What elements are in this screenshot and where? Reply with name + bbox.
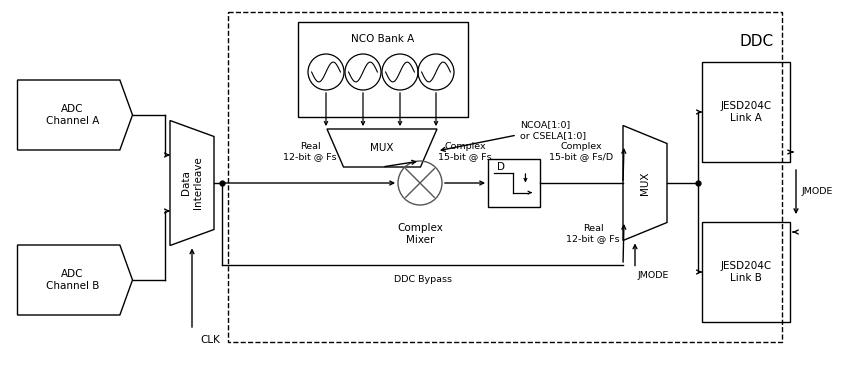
Text: Real
12-bit @ Fs: Real 12-bit @ Fs: [566, 224, 620, 243]
Text: Complex
Mixer: Complex Mixer: [397, 223, 443, 244]
Text: ADC
Channel B: ADC Channel B: [46, 269, 99, 291]
Text: ADC
Channel A: ADC Channel A: [46, 104, 99, 126]
Text: JMODE: JMODE: [802, 187, 833, 197]
Text: Real
12-bit @ Fs: Real 12-bit @ Fs: [283, 142, 337, 161]
Text: MUX: MUX: [640, 171, 650, 195]
Bar: [298, 22, 468, 117]
Bar: [702, 222, 790, 322]
Text: Data
Interleave: Data Interleave: [181, 157, 203, 209]
Text: DDC Bypass: DDC Bypass: [393, 275, 452, 284]
Bar: [228, 12, 782, 342]
Text: D: D: [497, 163, 505, 172]
Bar: [488, 159, 540, 207]
Text: Complex
15-bit @ Fs: Complex 15-bit @ Fs: [438, 142, 492, 161]
Text: JESD204C
Link A: JESD204C Link A: [721, 101, 772, 123]
Text: JESD204C
Link B: JESD204C Link B: [721, 261, 772, 283]
Text: CLK: CLK: [200, 335, 220, 345]
Text: Complex
15-bit @ Fs/D: Complex 15-bit @ Fs/D: [549, 142, 613, 161]
Text: JMODE: JMODE: [638, 270, 669, 280]
Text: NCO Bank A: NCO Bank A: [351, 34, 415, 44]
Text: DDC: DDC: [740, 34, 774, 49]
Bar: [702, 62, 790, 162]
Text: NCOA[1:0]
or CSELA[1:0]: NCOA[1:0] or CSELA[1:0]: [520, 120, 586, 140]
Text: MUX: MUX: [371, 143, 393, 153]
